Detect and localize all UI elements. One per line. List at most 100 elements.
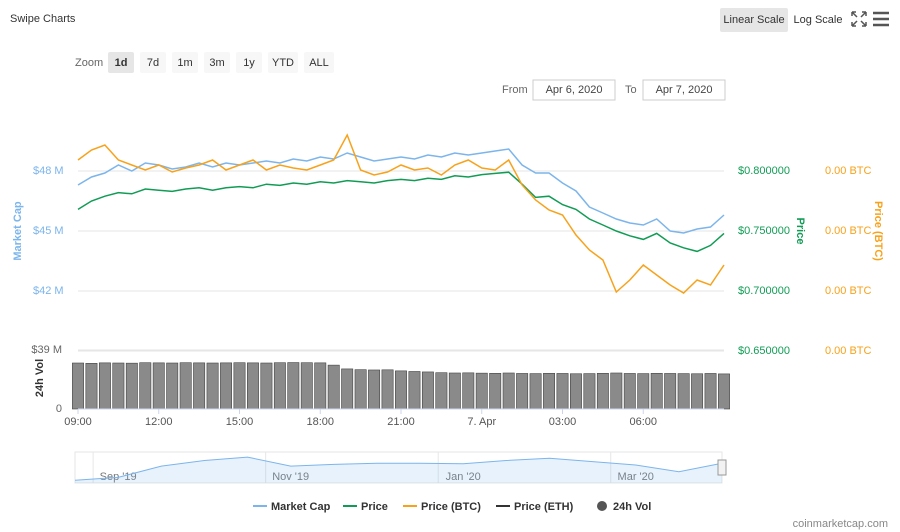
x-tick-label: 09:00	[64, 416, 92, 428]
series-line	[77, 171, 725, 253]
page-title: Swipe Charts	[10, 13, 76, 25]
zoom-button[interactable]: 1y	[236, 52, 262, 73]
zoom-button[interactable]: 1m	[172, 52, 198, 73]
legend-item[interactable]: 24h Vol	[597, 501, 651, 513]
navigator-handle-box	[717, 459, 727, 476]
x-tick-label: 12:00	[145, 416, 173, 428]
scale-button-label: Linear Scale	[723, 14, 784, 26]
zoom-button-bg	[304, 52, 334, 73]
legend-item[interactable]: Market Cap	[253, 501, 331, 513]
navigator-handle[interactable]	[717, 459, 727, 476]
volume-bar	[435, 372, 448, 410]
y3-tick-label: 0.00 BTC	[825, 345, 872, 357]
zoom-button-bg	[108, 52, 134, 73]
zoom-button-label: 3m	[209, 57, 224, 69]
zoom-button[interactable]: YTD	[268, 52, 298, 73]
volume-bar	[596, 372, 609, 410]
volume-bar	[260, 362, 273, 410]
legend-label: Price (ETH)	[514, 501, 574, 513]
volume-bar	[300, 362, 313, 410]
volume-bar	[354, 369, 367, 410]
menu-icon[interactable]	[873, 11, 889, 27]
to-label: To	[625, 84, 637, 96]
volume-bar	[570, 373, 582, 410]
volume-bar	[408, 371, 421, 410]
x-tick-label: 06:00	[629, 416, 657, 428]
volume-bar	[556, 373, 569, 410]
navigator-frame	[74, 451, 723, 484]
y2-tick-label: $0.750000	[738, 225, 790, 237]
volume-bar	[152, 362, 165, 410]
volume-bar	[704, 373, 717, 410]
to-input-value: Apr 7, 2020	[656, 84, 713, 96]
legend-item[interactable]: Price (ETH)	[496, 501, 574, 513]
y2-tick-label: $0.800000	[738, 165, 790, 177]
volume-bar	[462, 372, 475, 410]
zoom-label: Zoom	[75, 57, 103, 69]
volume-bar	[341, 368, 354, 410]
from-label: From	[502, 84, 528, 96]
zoom-button-bg	[268, 52, 298, 73]
y-tick-label: $48 M	[33, 165, 64, 177]
axis-title: Price (BTC)	[872, 201, 884, 261]
volume-bar	[273, 362, 286, 410]
zoom-button-label: 1m	[177, 57, 192, 69]
scale-button[interactable]: Linear Scale	[720, 8, 788, 32]
volume-bar	[179, 362, 192, 410]
vol-tick-label: 0	[56, 403, 62, 415]
x-tick-label: 15:00	[226, 416, 254, 428]
volume-bar	[381, 369, 394, 410]
volume-bar	[677, 373, 690, 410]
volume-bar	[421, 371, 434, 410]
y3-tick-label: 0.00 BTC	[825, 285, 872, 297]
y3-tick-label: 0.00 BTC	[825, 165, 872, 177]
volume-bar	[395, 370, 407, 410]
volume-bar	[543, 372, 555, 410]
volume-bar	[139, 362, 152, 410]
legend-item[interactable]: Price (BTC)	[403, 501, 481, 513]
axis-title: Market Cap	[12, 201, 24, 261]
volume-bar	[529, 373, 542, 410]
scale-button-bg	[720, 8, 788, 32]
zoom-button[interactable]: 3m	[204, 52, 230, 73]
zoom-button-bg	[204, 52, 230, 73]
to-input-box	[642, 79, 726, 101]
zoom-button-bg	[140, 52, 166, 73]
volume-bar	[664, 373, 677, 410]
x-tick-label: 7. Apr	[467, 416, 496, 428]
legend-label: Price (BTC)	[421, 501, 481, 513]
series-line	[77, 133, 725, 294]
legend-marker	[597, 501, 607, 511]
to-input[interactable]: Apr 7, 2020	[642, 79, 726, 101]
navigator-label: Jan '20	[446, 471, 481, 483]
legend-label: Market Cap	[271, 501, 331, 513]
volume-bar	[85, 363, 98, 410]
volume-bar	[502, 372, 515, 410]
volume-bar	[623, 373, 636, 410]
zoom-button[interactable]: 7d	[140, 52, 166, 73]
volume-bar	[125, 362, 138, 410]
legend-label: 24h Vol	[613, 501, 651, 513]
navigator-label: Mar '20	[618, 471, 654, 483]
volume-bar	[287, 362, 300, 410]
legend-item[interactable]: Price	[343, 501, 388, 513]
y2-tick-label: $0.700000	[738, 285, 790, 297]
volume-bar	[327, 364, 340, 410]
volume-bar	[72, 362, 84, 410]
from-input-value: Apr 6, 2020	[546, 84, 603, 96]
zoom-button-label: ALL	[309, 57, 329, 69]
volume-bar	[583, 373, 596, 410]
zoom-button-bg	[172, 52, 198, 73]
y-tick-label: $42 M	[33, 285, 64, 297]
volume-bar	[718, 373, 730, 410]
fullscreen-icon[interactable]	[851, 11, 867, 27]
from-input[interactable]: Apr 6, 2020	[532, 79, 616, 101]
navigator-area	[75, 457, 722, 483]
zoom-button[interactable]: ALL	[304, 52, 334, 73]
zoom-button-label: 1d	[115, 57, 128, 69]
footer-credit: coinmarketcap.com	[793, 518, 888, 530]
zoom-button[interactable]: 1d	[108, 52, 134, 73]
scale-button[interactable]: Log Scale	[790, 8, 846, 32]
volume-bar	[475, 372, 488, 410]
